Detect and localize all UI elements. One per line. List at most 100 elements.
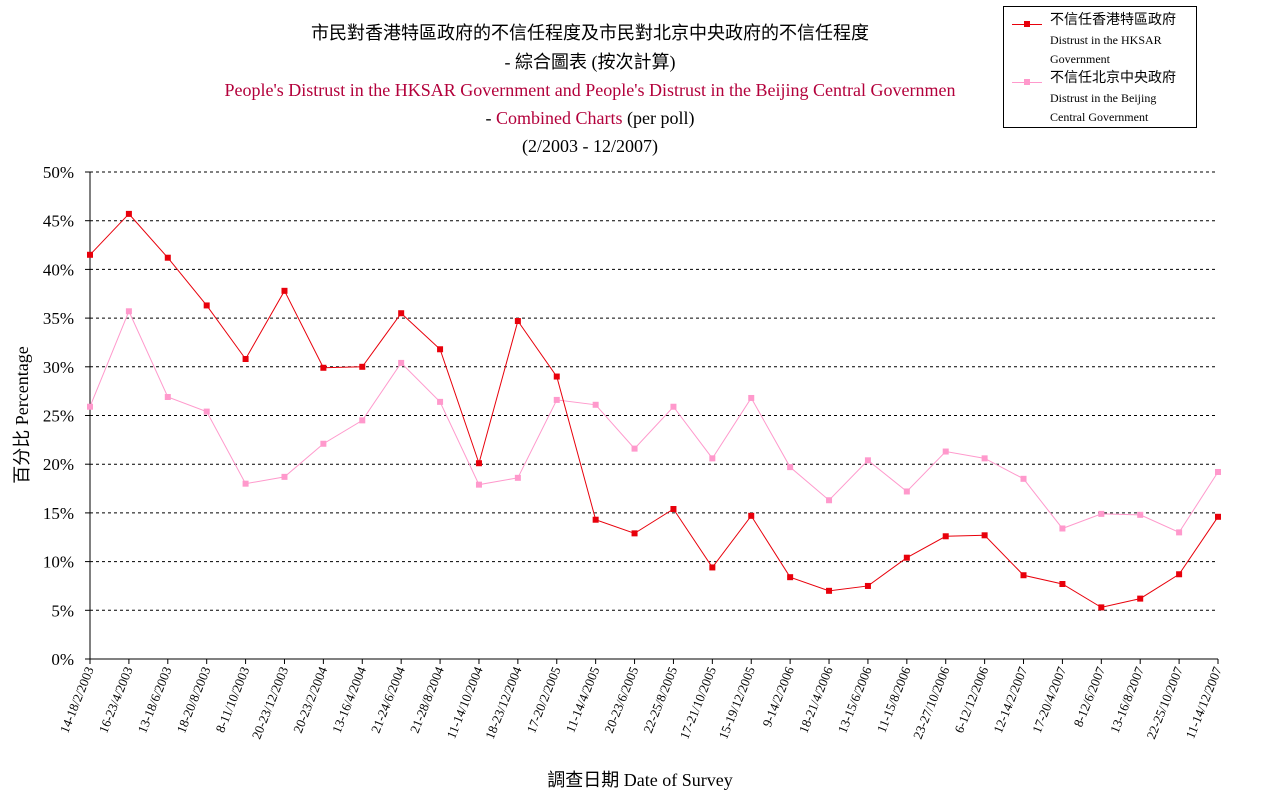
data-point [437, 398, 444, 405]
legend-bj-en2: Central Government [1050, 110, 1149, 124]
data-point [398, 359, 405, 366]
legend-hk-zh: 不信任香港特區政府 [1050, 13, 1176, 28]
data-point [670, 506, 677, 513]
data-point [1098, 604, 1105, 611]
x-tick-label: 22-25/10/2007 [1143, 664, 1186, 741]
x-tick-label: 13-18/6/2003 [134, 665, 174, 736]
y-tick-label: 50% [43, 163, 74, 182]
x-tick-label: 13-16/8/2007 [1107, 664, 1147, 735]
x-tick-label: 6-12/12/2006 [951, 664, 991, 735]
data-point [592, 401, 599, 408]
data-point [514, 474, 521, 481]
data-point [87, 251, 93, 258]
x-tick-label: 16-23/4/2003 [96, 665, 136, 736]
subtitle-per-poll: (per poll) [622, 108, 695, 128]
y-tick-label: 35% [43, 309, 74, 328]
subtitle-combined: Combined Charts [496, 108, 623, 128]
data-point [826, 497, 833, 504]
x-tick-label: 11-14/12/2007 [1182, 664, 1225, 741]
chart-subtitle-en: - Combined Charts (per poll) [90, 104, 1090, 132]
data-point [320, 440, 327, 447]
x-tick-label: 13-16/4/2004 [329, 664, 369, 735]
data-point [320, 364, 327, 371]
y-axis-label: 百分比 Percentage [12, 346, 32, 483]
data-point [1137, 595, 1144, 602]
y-tick-label: 0% [51, 650, 74, 669]
data-point [475, 481, 482, 488]
x-tick-label: 12-14/2/2007 [990, 664, 1030, 735]
series-line [89, 310, 1219, 534]
x-tick-label: 17-20/2/2005 [523, 665, 563, 736]
data-point [1137, 511, 1144, 518]
data-point [1215, 513, 1221, 520]
data-point [242, 356, 249, 363]
data-point [553, 396, 560, 403]
x-tick-label: 11-15/8/2006 [874, 664, 914, 735]
chart-subtitle-zh: - 綜合圖表 (按次計算) [504, 52, 676, 72]
data-point [903, 488, 910, 495]
data-point [748, 512, 755, 519]
data-point [359, 363, 366, 370]
data-point [942, 533, 949, 540]
y-tick-label: 5% [51, 601, 74, 620]
x-tick-label: 22-25/8/2005 [640, 665, 680, 736]
legend-hk-en1: Distrust in the HKSAR [1050, 33, 1162, 47]
data-point [281, 473, 288, 480]
x-tick-label: 20-23/2/2004 [290, 664, 330, 735]
x-tick-label: 23-27/10/2006 [910, 664, 953, 741]
x-tick-label: 13-15/6/2006 [835, 664, 875, 735]
legend-bj-marker [1024, 79, 1030, 85]
data-point [553, 373, 560, 380]
x-axis-label: 調查日期 Date of Survey [547, 770, 732, 790]
data-point [864, 457, 871, 464]
x-tick-label: 20-23/6/2005 [601, 665, 641, 736]
data-point [826, 587, 833, 594]
series-beijing [87, 308, 1221, 536]
chart-title-zh: 市民對香港特區政府的不信任程度及市民對北京中央政府的不信任程度 [311, 23, 869, 43]
data-point [787, 464, 794, 471]
data-point [203, 408, 210, 415]
data-point [1020, 475, 1027, 482]
legend: 不信任香港特區政府 Distrust in the HKSAR Governme… [1003, 6, 1197, 128]
x-tick-label: 9-14/2/2006 [759, 664, 797, 729]
x-tick-label: 11-14/10/2004 [443, 664, 486, 741]
data-point [709, 564, 716, 571]
data-point [1176, 571, 1183, 578]
data-point [631, 445, 638, 452]
data-point [87, 403, 93, 410]
y-tick-label: 10% [43, 553, 74, 572]
data-point [514, 318, 521, 325]
x-tick-label: 21-28/8/2004 [407, 664, 447, 735]
x-tick-label: 21-24/6/2004 [368, 664, 408, 735]
data-point [164, 254, 171, 261]
series [87, 210, 1221, 611]
x-tick-label: 15-19/12/2005 [715, 665, 758, 742]
data-point [787, 574, 794, 581]
data-point [242, 480, 249, 487]
data-point [398, 310, 405, 317]
x-tick-label: 18-21/4/2006 [796, 664, 836, 735]
data-point [709, 455, 716, 462]
y-tick-label: 20% [43, 455, 74, 474]
subtitle-dash: - [485, 108, 496, 128]
data-point [1020, 572, 1027, 579]
data-point [359, 417, 366, 424]
data-point [670, 403, 677, 410]
legend-bj-zh: 不信任北京中央政府 [1050, 71, 1176, 86]
data-point [281, 287, 288, 294]
x-tick-label: 17-20/4/2007 [1029, 664, 1069, 735]
x-tick-label: 18-20/8/2003 [173, 665, 213, 736]
axes: 0% 5% 10% 15% 20% 25% 30% 35% 40% 45% 50% 14-18/2/2… [43, 163, 1225, 741]
y-tick-label: 15% [43, 504, 74, 523]
x-tick-label: 8-11/10/2003 [212, 665, 252, 735]
x-tick-label: 8-12/6/2007 [1070, 664, 1108, 729]
data-point [903, 554, 910, 561]
data-point [1215, 468, 1221, 475]
legend-hk-marker [1024, 21, 1030, 27]
y-tick-label: 40% [43, 260, 74, 279]
series-hksar [87, 210, 1221, 611]
legend-hk-en2: Government [1050, 52, 1110, 66]
data-point [125, 308, 132, 315]
data-point [164, 393, 171, 400]
x-tick-label: 11-14/4/2005 [562, 665, 602, 735]
